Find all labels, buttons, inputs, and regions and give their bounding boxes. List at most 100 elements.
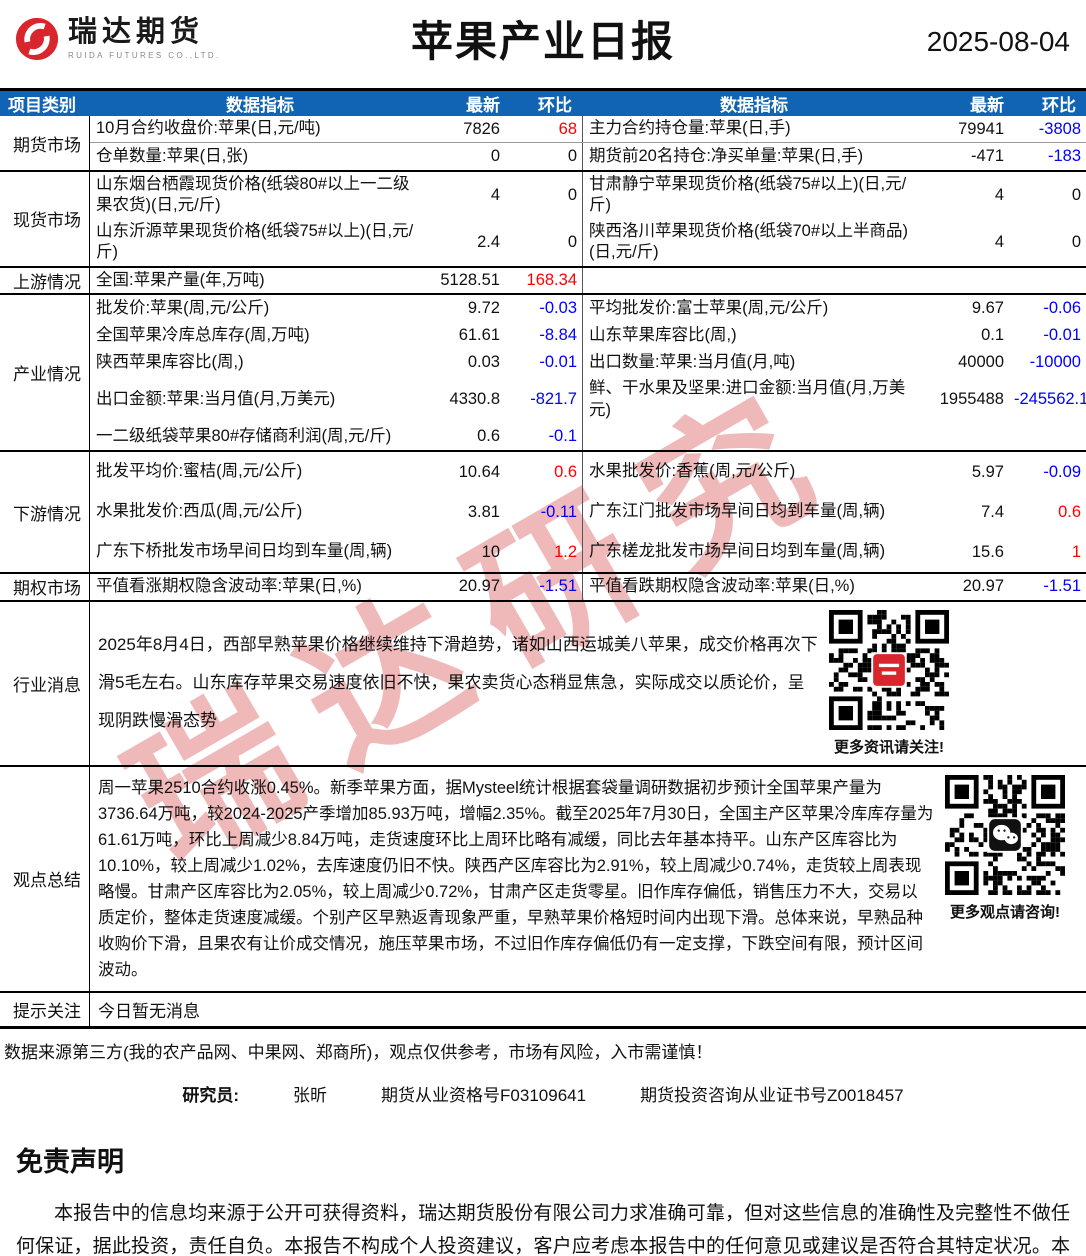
- table-row: 批发平均价:蜜桔(周,元/公斤) 10.64 0.6 水果批发价:香蕉(周,元/公斤)…: [90, 452, 1086, 493]
- wow-left: 0.6: [554, 462, 577, 481]
- wow-right: 1: [1071, 542, 1081, 561]
- latest-right: -471: [970, 147, 1004, 165]
- industry-news-section: 行业消息 2025年8月4日，西部早熟苹果价格继续维持下滑趋势，诸如山西运城美八…: [0, 601, 1086, 767]
- wow-left: -0.01: [539, 353, 577, 372]
- wow-right: 0.6: [1058, 502, 1081, 521]
- indicator-left: 广东下桥批发市场早间日均到车量(周,辆): [96, 542, 393, 561]
- indicator-left: 全国:苹果产量(年,万吨): [96, 270, 265, 289]
- table-row: 陕西苹果库容比(周,) 0.03 -0.01 出口数量:苹果:当月值(月,吨) 4000…: [90, 349, 1086, 377]
- notice-text: 今日暂无消息: [98, 1001, 200, 1021]
- col-header-category: 项目类别: [8, 96, 76, 115]
- latest-left: 10.64: [458, 462, 500, 481]
- table-body: 期货市场 10月合约收盘价:苹果(日,元/吨) 7826 68 主力合约持仓量:苹果(日…: [0, 116, 1086, 602]
- table-group-5: 期权市场 平值看涨期权隐含波动率:苹果(日,%) 20.97 -1.51 平值看跌期权隐…: [0, 574, 1086, 602]
- wow-right: -245562.17: [1014, 390, 1086, 409]
- category-label: 期权市场: [0, 574, 90, 600]
- researcher-cert-1: 期货从业资格号F03109641: [381, 1085, 587, 1105]
- indicator-left: 山东沂源苹果现货价格(纸袋75#以上)(日,元/斤): [96, 221, 414, 262]
- indicator-right: 平值看跌期权隐含波动率:苹果(日,%): [582, 574, 926, 600]
- latest-left: 0: [490, 147, 500, 165]
- wow-left: -0.11: [540, 502, 577, 521]
- viewpoint-summary-content: 周一苹果2510合约收涨0.45%。新季苹果方面，据Mysteel统计根据套袋量…: [90, 767, 1086, 991]
- latest-right: 40000: [958, 353, 1004, 372]
- wow-left: -8.84: [539, 326, 577, 345]
- latest-right: 1955488: [939, 390, 1004, 409]
- viewpoint-summary-section: 观点总结 周一苹果2510合约收涨0.45%。新季苹果方面，据Mysteel统计…: [0, 766, 1086, 993]
- latest-right: 4: [994, 232, 1004, 251]
- news-qrcode: [829, 609, 949, 730]
- category-label: 产业情况: [0, 295, 90, 451]
- latest-left: 0.6: [477, 427, 500, 446]
- indicator-right: 广东江门批发市场早间日均到车量(周,辆): [582, 492, 926, 533]
- researcher-line: 研究员: 张昕 期货从业资格号F03109641 期货投资咨询从业证书号Z001…: [0, 1067, 1086, 1112]
- table-group-3: 产业情况 批发价:苹果(周,元/公斤) 9.72 -0.03 平均批发价:富士苹果(周,…: [0, 295, 1086, 453]
- ruida-logo-icon: [15, 17, 59, 61]
- industry-news-text: 2025年8月4日，西部早熟苹果价格继续维持下滑趋势，诸如山西运城美八苹果，成交…: [98, 635, 818, 730]
- wow-left: -1.51: [539, 577, 577, 596]
- wow-left: 0: [567, 147, 577, 165]
- table-group-0: 期货市场 10月合约收盘价:苹果(日,元/吨) 7826 68 主力合约持仓量:苹果(日…: [0, 116, 1086, 172]
- latest-left: 4: [490, 185, 500, 204]
- indicator-right: 平均批发价:富士苹果(周,元/公斤): [582, 295, 926, 323]
- group-rows: 批发平均价:蜜桔(周,元/公斤) 10.64 0.6 水果批发价:香蕉(周,元/公斤)…: [90, 452, 1086, 573]
- summary-qr-box: 更多观点请咨询!: [934, 774, 1076, 922]
- wow-left: 0: [567, 185, 577, 204]
- indicator-left: 山东烟台栖霞现货价格(纸袋80#以上一二级果农货)(日,元/斤): [96, 175, 410, 215]
- wow-right: -0.09: [1043, 462, 1081, 481]
- latest-left: 61.61: [458, 326, 500, 345]
- brand-name-en: RUIDA FUTURES CO.,LTD.: [68, 51, 221, 60]
- news-qr-box: 更多资讯请关注!: [818, 609, 960, 757]
- indicator-left: 陕西苹果库容比(周,): [96, 352, 244, 371]
- news-qr-caption: 更多资讯请关注!: [834, 738, 944, 756]
- col-header-wow-l: 环比: [538, 96, 572, 115]
- table-row: 山东沂源苹果现货价格(纸袋75#以上)(日,元/斤) 2.4 0 陕西洛川苹果现货价格…: [90, 218, 1086, 266]
- wow-right: -183: [1047, 147, 1081, 165]
- wow-left: 1.2: [554, 542, 577, 561]
- contact-qrcode: [945, 774, 1065, 895]
- wow-right: -0.06: [1043, 299, 1081, 318]
- wow-left: -821.7: [530, 390, 577, 409]
- indicator-right: 水果批发价:香蕉(周,元/公斤): [582, 452, 926, 493]
- table-group-1: 现货市场 山东烟台栖霞现货价格(纸袋80#以上一二级果农货)(日,元/斤) 4 0 甘肃…: [0, 172, 1086, 268]
- latest-right: 4: [994, 185, 1004, 204]
- indicator-right: 甘肃静宁苹果现货价格(纸袋75#以上)(日,元/斤): [582, 172, 926, 219]
- category-label: 行业消息: [0, 601, 90, 765]
- masthead: 瑞达期货 RUIDA FUTURES CO.,LTD. 苹果产业日报 2025-…: [0, 0, 1086, 88]
- latest-right: 7.4: [981, 502, 1004, 521]
- wow-right: -1.51: [1043, 577, 1081, 596]
- indicator-right: 陕西洛川苹果现货价格(纸袋70#以上半商品)(日,元/斤): [582, 218, 926, 266]
- table-row: 批发价:苹果(周,元/公斤) 9.72 -0.03 平均批发价:富士苹果(周,元/公斤…: [90, 295, 1086, 323]
- notice-section: 提示关注 今日暂无消息: [0, 992, 1086, 1029]
- col-header-latest-l: 最新: [466, 96, 500, 115]
- latest-left: 0.03: [467, 353, 500, 372]
- latest-left: 9.72: [467, 299, 500, 318]
- indicator-right: 广东槎龙批发市场早间日均到车量(周,辆): [582, 532, 926, 573]
- wow-right: -10000: [1029, 353, 1081, 372]
- wow-right: -0.01: [1043, 326, 1081, 345]
- indicator-left: 10月合约收盘价:苹果(日,元/吨): [96, 119, 321, 138]
- brand-text: 瑞达期货 RUIDA FUTURES CO.,LTD.: [68, 18, 221, 61]
- wow-left: 168.34: [526, 270, 577, 289]
- category-label: 下游情况: [0, 452, 90, 573]
- latest-right: 5.97: [971, 462, 1004, 481]
- indicator-left: 仓单数量:苹果(日,张): [96, 146, 249, 165]
- category-label: 现货市场: [0, 172, 90, 266]
- latest-left: 20.97: [458, 577, 500, 596]
- brand: 瑞达期货 RUIDA FUTURES CO.,LTD.: [14, 16, 221, 62]
- indicator-right: 出口数量:苹果:当月值(月,吨): [582, 349, 926, 377]
- wow-left: -0.03: [539, 299, 577, 318]
- latest-right: 9.67: [971, 299, 1004, 318]
- table-row: 出口金额:苹果:当月值(月,万美元) 4330.8 -821.7 鲜、干水果及坚果:进…: [90, 376, 1086, 424]
- table-header-row: 项目类别 数据指标 最新 环比 数据指标 最新 环比: [0, 91, 1086, 116]
- category-label: 提示关注: [0, 992, 90, 1026]
- latest-right: 20.97: [962, 577, 1004, 596]
- data-source-note: 数据来源第三方(我的农产品网、中果网、郑商所)，观点仅供参考，市场有风险，入市需…: [4, 1042, 713, 1062]
- notice-content: 今日暂无消息: [90, 993, 1086, 1026]
- indicator-right: [582, 423, 926, 451]
- table-group-2: 上游情况 全国:苹果产量(年,万吨) 5128.51 168.34: [0, 267, 1086, 296]
- latest-right: 79941: [958, 119, 1004, 138]
- report-table: 瑞达研究 项目类别 数据指标 最新 环比 数据指标 最新 环比 期货市场 10月合…: [0, 88, 1086, 1029]
- col-header-indicator-l: 数据指标: [226, 96, 294, 115]
- latest-left: 2.4: [477, 232, 500, 251]
- wow-right: -3808: [1038, 119, 1081, 138]
